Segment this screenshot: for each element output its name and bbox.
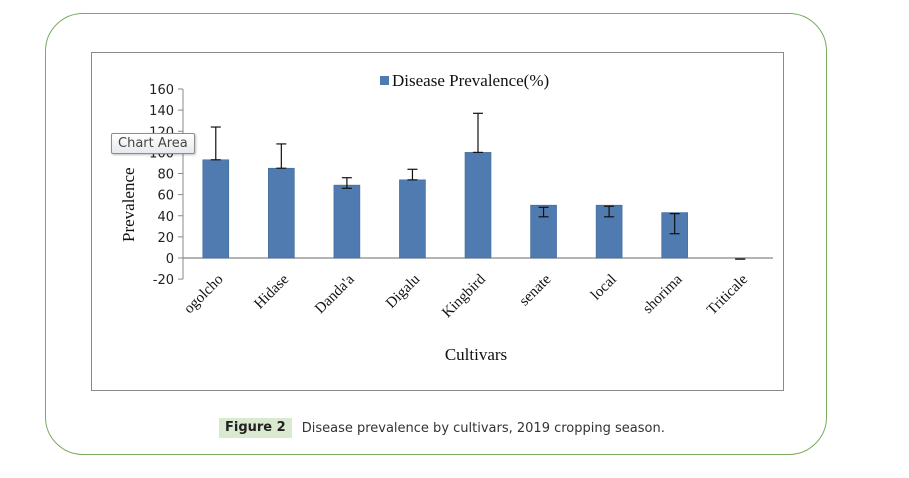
bar	[464, 152, 492, 259]
x-tick-label: local	[588, 272, 620, 304]
y-tick-label: 0	[166, 252, 174, 267]
bars	[202, 152, 688, 259]
y-tick-label: 60	[157, 189, 174, 204]
error-bars	[210, 112, 746, 260]
y-tick-label: 40	[157, 210, 174, 225]
x-tick-label: Kingbird	[439, 271, 489, 321]
chart-area-tooltip: Chart Area	[111, 133, 195, 154]
y-tick-label: 160	[149, 83, 174, 98]
x-tick-label: Hidase	[251, 271, 292, 312]
x-tick-label: ogolcho	[181, 272, 226, 317]
x-tick-label: Triticale	[704, 271, 751, 318]
y-axis: -20020406080100120140160	[149, 83, 184, 288]
legend-swatch	[380, 76, 389, 85]
x-tick-label: Digalu	[383, 271, 424, 312]
bar	[333, 184, 361, 259]
legend: Disease Prevalence(%)	[380, 71, 549, 90]
x-tick-labels: ogolcho Hidase Danda'a Digalu Kingbird senate…	[181, 271, 751, 321]
figure-frame	[45, 13, 827, 455]
legend-label: Disease Prevalence(%)	[392, 71, 549, 90]
y-tick-label: 20	[157, 231, 174, 246]
figure-caption-text: Disease prevalence by cultivars, 2019 cr…	[301, 420, 665, 436]
y-tick-label: 80	[157, 168, 174, 183]
figure-caption: Figure 2 Disease prevalence by cultivars…	[219, 417, 665, 439]
y-tick-label: 140	[149, 104, 174, 119]
bar	[268, 167, 295, 259]
x-axis-label: Cultivars	[445, 345, 507, 364]
bar	[399, 179, 426, 259]
bar	[530, 204, 557, 259]
x-tick-label: shorima	[640, 271, 686, 317]
y-axis-label: Prevalence	[119, 167, 138, 242]
y-tick-label: -20	[153, 273, 174, 288]
x-tick-label: senate	[517, 271, 555, 309]
bar	[202, 159, 230, 259]
figure-label: Figure 2	[219, 418, 292, 438]
x-tick-label: Danda'a	[312, 271, 358, 317]
